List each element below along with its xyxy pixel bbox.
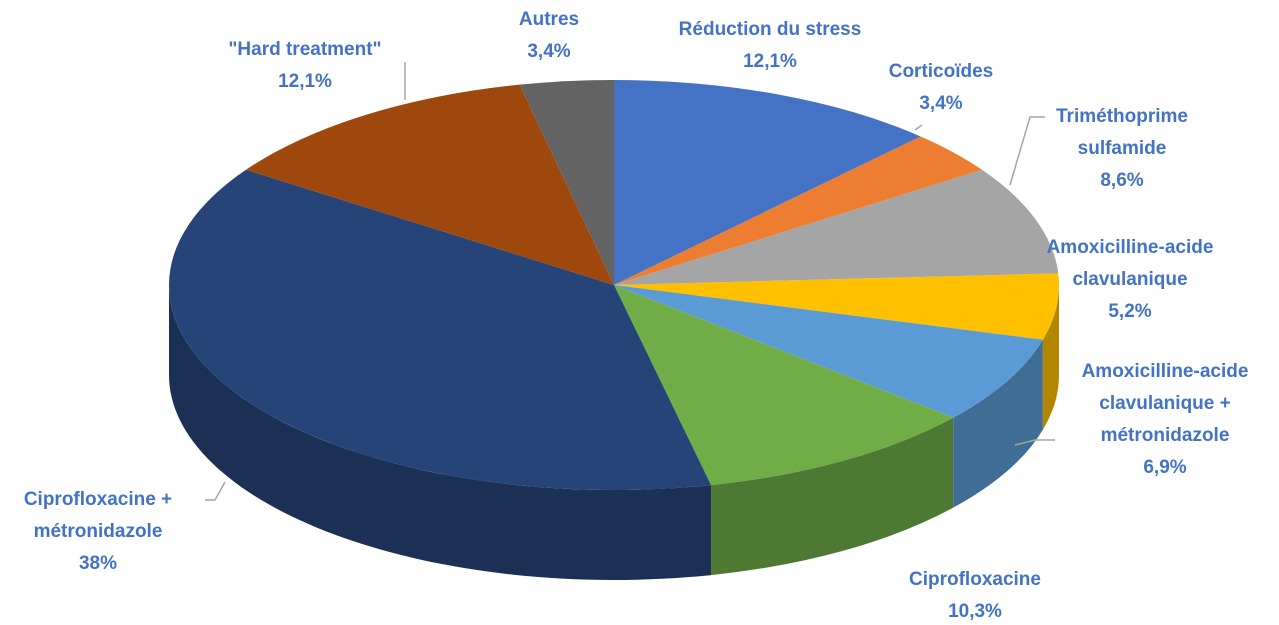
value-label: 10,3% [948, 601, 1002, 622]
category-label: Ciprofloxacine + métronidazole [24, 489, 172, 542]
category-label: Autres [519, 9, 579, 30]
category-label: "Hard treatment" [228, 39, 381, 60]
category-label-line: métronidazole [34, 521, 163, 542]
category-label-line: Ciprofloxacine [909, 569, 1041, 590]
category-label-line: Réduction du stress [679, 19, 862, 40]
category-label-line: "Hard treatment" [228, 39, 381, 60]
slice-side [711, 417, 954, 576]
category-label-line: Corticoïdes [889, 61, 994, 82]
category-label-line: métronidazole [1101, 425, 1230, 446]
category-label-line: Triméthoprime [1056, 106, 1188, 127]
category-label-line: Autres [519, 9, 579, 30]
value-label: 12,1% [278, 71, 332, 92]
slice [614, 285, 1043, 418]
category-label-line: clavulanique [1072, 269, 1187, 290]
slice [614, 169, 1059, 285]
category-label: Amoxicilline-acide clavulanique [1047, 237, 1214, 290]
category-label: Amoxicilline-acide clavulanique + métronid… [1082, 361, 1249, 446]
value-label: 5,2% [1108, 301, 1151, 322]
category-label: Réduction du stress [679, 19, 862, 40]
slice [614, 273, 1059, 340]
slice [245, 84, 614, 285]
category-label-line: sulfamide [1078, 138, 1167, 159]
leader-line [205, 481, 226, 501]
value-label: 8,6% [1100, 170, 1143, 191]
slice [169, 169, 712, 491]
leader-line [914, 124, 923, 131]
category-label: Corticoïdes [889, 61, 994, 82]
leader-line [1014, 439, 1055, 446]
leader-line [1009, 116, 1045, 186]
slice [614, 136, 983, 285]
category-label: Triméthoprime sulfamide [1056, 106, 1188, 159]
category-label-line: Amoxicilline-acide [1047, 237, 1214, 258]
slice [519, 80, 614, 285]
slice [614, 285, 954, 486]
category-label-line: Amoxicilline-acide [1082, 361, 1249, 382]
slice [614, 80, 921, 285]
category-label: Ciprofloxacine [909, 569, 1041, 590]
value-label: 38% [79, 553, 117, 574]
slice-side [953, 339, 1043, 508]
value-label: 12,1% [743, 51, 797, 72]
category-label-line: Ciprofloxacine + [24, 489, 172, 510]
slice-side [169, 285, 712, 580]
value-label: 6,9% [1143, 457, 1186, 478]
category-label-line: clavulanique + [1099, 393, 1230, 414]
slice-side [1042, 285, 1059, 430]
value-label: 3,4% [919, 93, 962, 114]
value-label: 3,4% [527, 41, 570, 62]
